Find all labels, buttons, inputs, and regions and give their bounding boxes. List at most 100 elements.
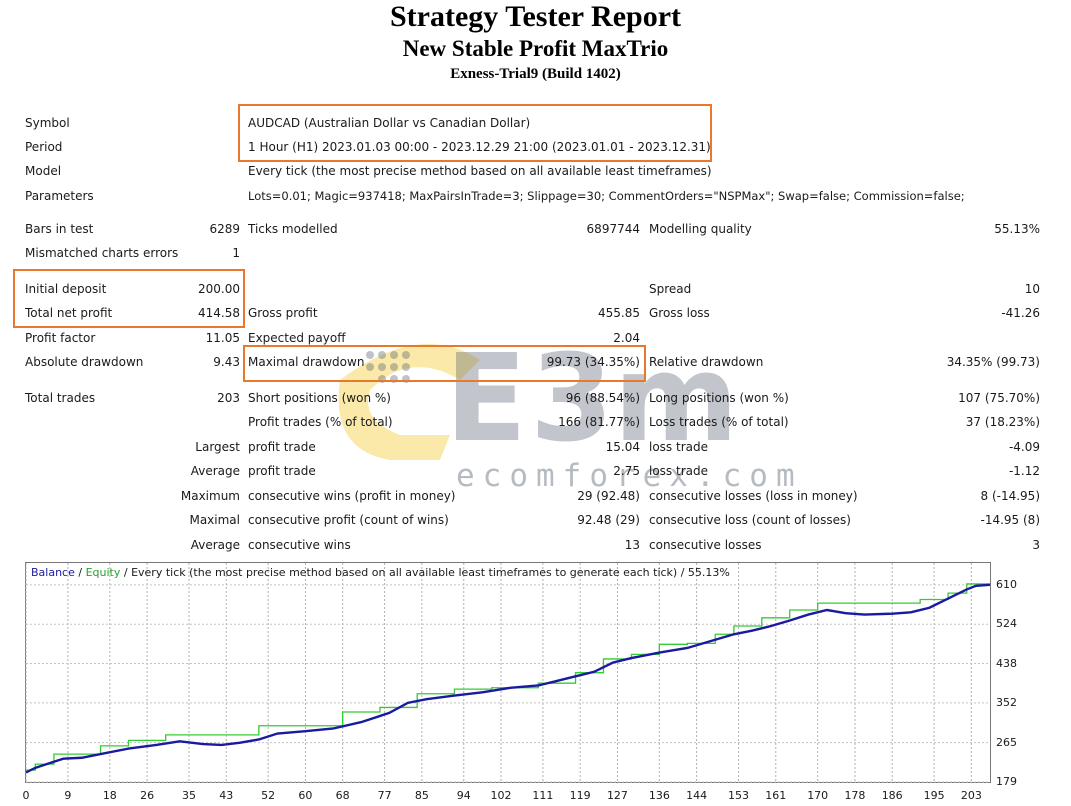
loss-trades-value: 37 (18.23%) [965, 415, 1040, 429]
max-consec-losses-label: consecutive losses (loss in money) [649, 489, 858, 503]
quality-label: Modelling quality [649, 222, 752, 236]
period-label: Period [25, 140, 63, 154]
maximal-consec-profit-value: 92.48 (29) [577, 513, 640, 527]
x-tick-label-0: 0 [22, 789, 30, 802]
average-profit-label: profit trade [248, 464, 316, 478]
rel-drawdown-value: 34.35% (99.73) [946, 355, 1040, 369]
highlight-max-drawdown [243, 345, 646, 382]
x-tick-label-12: 102 [490, 789, 512, 802]
spread-label: Spread [649, 282, 692, 296]
avg-consec-losses-label: consecutive losses [649, 538, 762, 552]
expected-payoff-label: Expected payoff [248, 331, 346, 345]
profit-trades-label: Profit trades (% of total) [248, 415, 393, 429]
maximal-label: Maximal [189, 513, 240, 527]
highlight-symbol-period [238, 104, 712, 162]
bars-value: 6289 [209, 222, 240, 236]
x-tick-label-19: 161 [765, 789, 787, 802]
balance-series-line [25, 583, 991, 774]
symbol-label: Symbol [25, 116, 70, 130]
mismatch-value: 1 [232, 246, 240, 260]
x-tick-label-24: 203 [960, 789, 982, 802]
short-positions-value: 96 (88.54%) [565, 391, 640, 405]
parameters-value: Lots=0.01; Magic=937418; MaxPairsInTrade… [248, 189, 965, 203]
mismatch-label: Mismatched charts errors [25, 246, 179, 260]
quality-value: 55.13% [994, 222, 1040, 236]
x-tick-label-16: 136 [648, 789, 670, 802]
server-build: Exness-Trial9 (Build 1402) [450, 66, 621, 82]
gross-profit-value: 455.85 [598, 306, 640, 320]
deposit-value: 200.00 [198, 282, 240, 296]
x-tick-label-14: 119 [569, 789, 591, 802]
legend-sep-2: / [120, 566, 132, 579]
net-profit-value: 414.58 [198, 306, 240, 320]
x-tick-label-7: 60 [298, 789, 313, 802]
gross-profit-label: Gross profit [248, 306, 318, 320]
average-profit-value: 2.75 [613, 464, 640, 478]
x-tick-label-2: 18 [102, 789, 117, 802]
parameters-label: Parameters [25, 189, 94, 203]
profit-factor-label: Profit factor [25, 331, 96, 345]
gross-loss-value: -41.26 [1001, 306, 1040, 320]
max-consec-wins-value: 29 (92.48) [577, 489, 640, 503]
short-positions-label: Short positions (won %) [248, 391, 391, 405]
ticks-label: Ticks modelled [248, 222, 338, 236]
y-tick-label-0: 179 [996, 775, 1017, 788]
abs-drawdown-value: 9.43 [213, 355, 240, 369]
avg-consec-wins-label: consecutive wins [248, 538, 351, 552]
bars-label: Bars in test [25, 222, 94, 236]
max-drawdown-value: 99.73 (34.35%) [546, 355, 640, 369]
largest-profit-value: 15.04 [605, 440, 640, 454]
equity-chart-frame [25, 562, 991, 783]
x-tick-label-3: 26 [140, 789, 155, 802]
deposit-label: Initial deposit [25, 282, 107, 296]
x-tick-label-22: 186 [881, 789, 903, 802]
x-tick-label-11: 94 [456, 789, 471, 802]
x-tick-label-17: 144 [686, 789, 708, 802]
y-tick-label-5: 610 [996, 577, 1017, 591]
x-tick-label-5: 43 [219, 789, 234, 802]
loss-trades-label: Loss trades (% of total) [649, 415, 789, 429]
x-tick-label-13: 111 [532, 789, 554, 802]
x-tick-label-23: 195 [923, 789, 945, 802]
ticks-value: 6897744 [586, 222, 640, 236]
profit-factor-value: 11.05 [205, 331, 240, 345]
x-tick-label-8: 68 [335, 789, 350, 802]
legend-model: Every tick (the most precise method base… [131, 566, 730, 579]
expected-payoff-value: 2.04 [613, 331, 640, 345]
maximal-consec-loss-value: -14.95 (8) [980, 513, 1041, 527]
maximum-label: Maximum [180, 489, 240, 503]
x-tick-label-15: 127 [606, 789, 628, 802]
x-tick-label-20: 170 [807, 789, 829, 802]
y-tick-label-1: 265 [996, 735, 1017, 749]
abs-drawdown-label: Absolute drawdown [25, 355, 144, 369]
equity-series-line [26, 583, 990, 771]
x-tick-label-1: 9 [64, 789, 72, 802]
period-value: 1 Hour (H1) 2023.01.03 00:00 - 2023.12.2… [248, 140, 711, 154]
net-profit-label: Total net profit [25, 306, 113, 320]
y-tick-label-4: 524 [996, 617, 1017, 631]
x-tick-label-9: 77 [377, 789, 392, 802]
report-subtitle: New Stable Profit MaxTrio [402, 36, 669, 61]
x-tick-label-10: 85 [414, 789, 429, 802]
largest-profit-label: profit trade [248, 440, 316, 454]
rel-drawdown-label: Relative drawdown [649, 355, 764, 369]
average-label: Average [190, 464, 240, 478]
model-value: Every tick (the most precise method base… [248, 164, 712, 178]
max-consec-losses-value: 8 (-14.95) [980, 489, 1041, 503]
max-consec-wins-label: consecutive wins (profit in money) [248, 489, 456, 503]
x-tick-label-21: 178 [844, 789, 866, 802]
largest-loss-label: loss trade [649, 440, 708, 454]
maximal-consec-profit-label: consecutive profit (count of wins) [248, 513, 449, 527]
x-tick-label-18: 153 [728, 789, 750, 802]
spread-value: 10 [1024, 282, 1040, 296]
symbol-value: AUDCAD (Australian Dollar vs Canadian Do… [248, 116, 531, 130]
model-label: Model [25, 164, 62, 178]
report-title: Strategy Tester Report [389, 0, 682, 33]
legend-sep: / [74, 566, 86, 579]
long-positions-label: Long positions (won %) [649, 391, 789, 405]
maximal-consec-loss-label: consecutive loss (count of losses) [649, 513, 851, 527]
highlight-deposit-profit [13, 269, 245, 328]
profit-trades-value: 166 (81.77%) [558, 415, 640, 429]
avg-consec-wins-value: 13 [624, 538, 640, 552]
